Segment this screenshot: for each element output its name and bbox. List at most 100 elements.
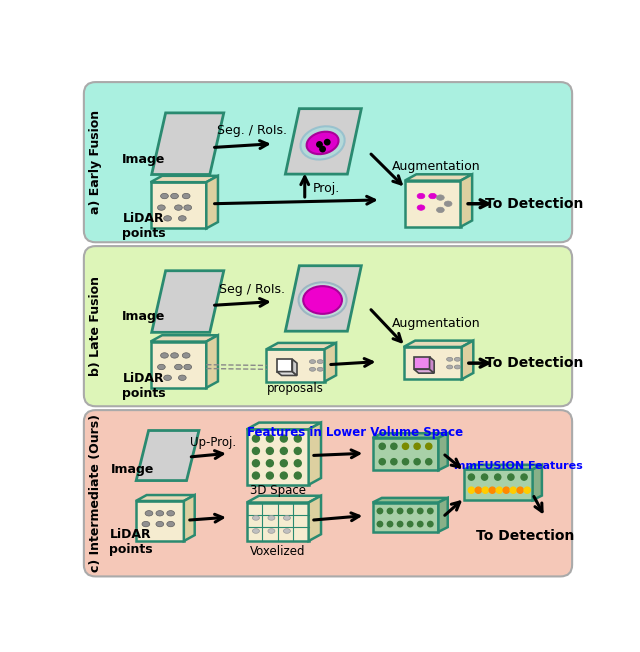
- Circle shape: [294, 447, 301, 454]
- Polygon shape: [324, 343, 336, 381]
- Ellipse shape: [317, 367, 323, 371]
- Text: To Detection: To Detection: [476, 529, 575, 542]
- Polygon shape: [414, 369, 434, 373]
- Ellipse shape: [307, 132, 339, 154]
- Circle shape: [252, 460, 259, 467]
- Polygon shape: [150, 182, 206, 228]
- Circle shape: [403, 458, 408, 465]
- Circle shape: [391, 443, 397, 449]
- Text: 3D Space: 3D Space: [250, 484, 306, 497]
- Polygon shape: [266, 343, 336, 349]
- Circle shape: [403, 443, 408, 449]
- FancyBboxPatch shape: [84, 410, 572, 576]
- Circle shape: [495, 474, 501, 480]
- Circle shape: [280, 447, 287, 454]
- Circle shape: [482, 487, 488, 494]
- Ellipse shape: [417, 194, 425, 199]
- Circle shape: [266, 460, 273, 467]
- Polygon shape: [404, 340, 474, 347]
- Text: Seg. / RoIs.: Seg. / RoIs.: [217, 124, 287, 137]
- Circle shape: [426, 458, 432, 465]
- Circle shape: [377, 509, 383, 514]
- Polygon shape: [372, 503, 438, 532]
- Text: b) Late Fusion: b) Late Fusion: [89, 276, 102, 376]
- Ellipse shape: [179, 216, 186, 221]
- Circle shape: [426, 443, 432, 449]
- Text: Image: Image: [122, 153, 165, 166]
- Circle shape: [377, 522, 383, 527]
- Circle shape: [387, 522, 393, 527]
- Ellipse shape: [179, 375, 186, 381]
- Polygon shape: [404, 174, 472, 181]
- Polygon shape: [308, 422, 321, 485]
- Polygon shape: [206, 176, 218, 228]
- Ellipse shape: [284, 529, 291, 533]
- Circle shape: [391, 458, 397, 465]
- Ellipse shape: [447, 365, 452, 369]
- Circle shape: [508, 474, 514, 480]
- Ellipse shape: [309, 360, 316, 364]
- Text: LiDAR
points: LiDAR points: [122, 212, 165, 240]
- Circle shape: [324, 140, 330, 145]
- Ellipse shape: [447, 357, 452, 361]
- Ellipse shape: [182, 353, 190, 358]
- Circle shape: [510, 487, 516, 494]
- Circle shape: [280, 435, 287, 442]
- Ellipse shape: [317, 360, 323, 364]
- Polygon shape: [277, 372, 297, 376]
- Ellipse shape: [454, 365, 461, 369]
- Polygon shape: [438, 433, 448, 470]
- Polygon shape: [152, 113, 224, 175]
- Ellipse shape: [175, 364, 182, 370]
- Text: proposals: proposals: [267, 382, 324, 395]
- Polygon shape: [150, 176, 218, 182]
- Polygon shape: [136, 495, 195, 501]
- Ellipse shape: [298, 282, 347, 318]
- Circle shape: [379, 458, 385, 465]
- Ellipse shape: [156, 511, 164, 516]
- Polygon shape: [266, 349, 324, 381]
- Ellipse shape: [429, 194, 436, 199]
- Polygon shape: [150, 335, 218, 342]
- Ellipse shape: [417, 205, 425, 211]
- Polygon shape: [461, 340, 474, 379]
- Text: To Detection: To Detection: [485, 197, 583, 211]
- Circle shape: [294, 435, 301, 442]
- Ellipse shape: [175, 205, 182, 211]
- Circle shape: [252, 435, 259, 442]
- Ellipse shape: [156, 522, 164, 527]
- Ellipse shape: [167, 511, 175, 516]
- Circle shape: [428, 509, 433, 514]
- Ellipse shape: [303, 286, 342, 314]
- Polygon shape: [372, 498, 448, 503]
- Circle shape: [414, 458, 420, 465]
- Ellipse shape: [252, 529, 259, 533]
- Circle shape: [387, 509, 393, 514]
- Polygon shape: [285, 109, 362, 174]
- Ellipse shape: [284, 516, 291, 520]
- Ellipse shape: [444, 201, 452, 207]
- Ellipse shape: [171, 194, 179, 199]
- Ellipse shape: [157, 364, 165, 370]
- Text: c) Intermediate (Ours): c) Intermediate (Ours): [89, 414, 102, 572]
- Circle shape: [408, 522, 413, 527]
- Circle shape: [414, 443, 420, 449]
- Polygon shape: [532, 465, 542, 500]
- Circle shape: [503, 487, 509, 494]
- Ellipse shape: [182, 194, 190, 199]
- Polygon shape: [152, 271, 224, 333]
- Ellipse shape: [268, 529, 275, 533]
- Polygon shape: [246, 496, 321, 503]
- Ellipse shape: [161, 194, 168, 199]
- Circle shape: [496, 487, 502, 494]
- Text: Features in Lower Volume Space: Features in Lower Volume Space: [247, 426, 463, 439]
- Ellipse shape: [145, 511, 153, 516]
- Circle shape: [417, 509, 423, 514]
- Text: Voxelized: Voxelized: [250, 545, 305, 558]
- Circle shape: [294, 460, 301, 467]
- Polygon shape: [429, 357, 434, 373]
- Polygon shape: [246, 422, 321, 430]
- Circle shape: [489, 487, 495, 494]
- Polygon shape: [438, 498, 448, 532]
- Circle shape: [266, 435, 273, 442]
